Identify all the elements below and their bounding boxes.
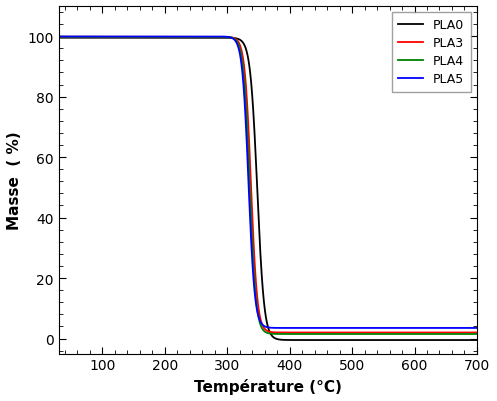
PLA3 bbox=[56, 35, 62, 40]
PLA0 bbox=[328, 338, 333, 342]
PLA4 bbox=[400, 332, 406, 336]
PLA5 bbox=[307, 326, 313, 330]
PLA4 bbox=[132, 35, 138, 40]
PLA0 bbox=[216, 36, 222, 41]
X-axis label: Température (°C): Température (°C) bbox=[194, 378, 342, 394]
PLA4 bbox=[307, 332, 313, 336]
Line: PLA4: PLA4 bbox=[59, 38, 477, 334]
Line: PLA0: PLA0 bbox=[59, 38, 477, 340]
PLA5 bbox=[474, 326, 480, 330]
Legend: PLA0, PLA3, PLA4, PLA5: PLA0, PLA3, PLA4, PLA5 bbox=[392, 13, 471, 93]
PLA5 bbox=[56, 35, 62, 40]
PLA3 bbox=[132, 35, 138, 40]
PLA4 bbox=[474, 332, 480, 336]
PLA5 bbox=[132, 35, 138, 40]
PLA3 bbox=[375, 330, 381, 335]
PLA0 bbox=[400, 338, 406, 342]
PLA4 bbox=[328, 332, 333, 336]
PLA0 bbox=[368, 338, 374, 342]
PLA4 bbox=[368, 332, 374, 336]
PLA4 bbox=[376, 332, 382, 336]
Line: PLA3: PLA3 bbox=[59, 38, 477, 333]
PLA5 bbox=[368, 326, 374, 330]
PLA5 bbox=[328, 326, 333, 330]
Line: PLA5: PLA5 bbox=[59, 37, 477, 328]
PLA5 bbox=[372, 326, 378, 330]
PLA5 bbox=[216, 35, 222, 40]
PLA3 bbox=[328, 330, 333, 335]
PLA3 bbox=[216, 35, 222, 40]
PLA3 bbox=[400, 330, 406, 335]
PLA0 bbox=[474, 338, 480, 342]
PLA3 bbox=[307, 330, 313, 335]
PLA0 bbox=[56, 36, 62, 41]
PLA4 bbox=[216, 35, 222, 40]
PLA0 bbox=[403, 338, 409, 342]
PLA3 bbox=[368, 330, 374, 335]
PLA5 bbox=[400, 326, 406, 330]
PLA4 bbox=[56, 35, 62, 40]
PLA3 bbox=[474, 330, 480, 335]
Y-axis label: Masse  ( %): Masse ( %) bbox=[7, 131, 22, 229]
PLA0 bbox=[307, 338, 313, 342]
PLA0 bbox=[132, 36, 138, 41]
